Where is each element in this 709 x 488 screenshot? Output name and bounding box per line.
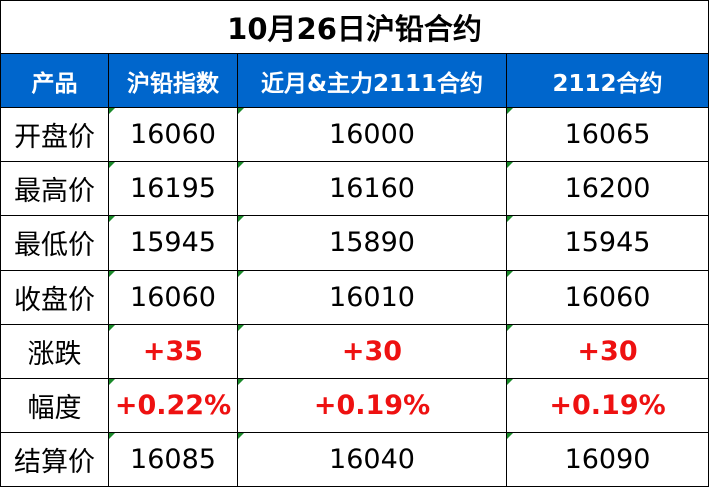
table-cell: +30 [237,323,507,379]
row-label: 结算价 [0,431,109,488]
row-label: 最低价 [0,215,109,271]
row-label: 幅度 [0,377,109,433]
header-2111-contract: 近月&主力2111合约 [237,53,507,109]
header-2112-contract: 2112合约 [505,53,709,109]
row-label: 开盘价 [0,107,109,163]
table-title: 10月26日沪铅合约 [0,0,709,55]
table-row: 最高价 16195 16160 16200 [0,161,709,217]
table-cell: 15945 [108,215,238,271]
table-cell: 16040 [237,431,507,488]
table-row: 收盘价 16060 16010 16060 [0,269,709,325]
table-cell: +0.19% [237,377,507,433]
header-product: 产品 [0,53,109,109]
table-cell: 16060 [108,107,238,163]
table-cell: +35 [108,323,238,379]
table-cell: 15890 [237,215,507,271]
table-cell: 16085 [108,431,238,488]
table-row: 开盘价 16060 16000 16065 [0,107,709,163]
table-cell: 16060 [108,269,238,325]
title-row: 10月26日沪铅合约 [0,0,709,55]
table-cell: +0.19% [505,377,709,433]
row-label: 涨跌 [0,323,109,379]
table-cell: 16010 [237,269,507,325]
table-cell: 16160 [237,161,507,217]
header-index: 沪铅指数 [108,53,238,109]
table-cell: +30 [505,323,709,379]
row-label: 收盘价 [0,269,109,325]
table-row: 涨跌 +35 +30 +30 [0,323,709,379]
table-cell: 16000 [237,107,507,163]
table-cell: 16195 [108,161,238,217]
table-cell: +0.22% [108,377,238,433]
row-label: 最高价 [0,161,109,217]
table-cell: 15945 [505,215,709,271]
table-body: 开盘价 16060 16000 16065 最高价 16195 16160 16200 最低价 1… [0,107,709,488]
table-cell: 16065 [505,107,709,163]
table-cell: 16090 [505,431,709,488]
table-row: 最低价 15945 15890 15945 [0,215,709,271]
table-row: 结算价 16085 16040 16090 [0,431,709,488]
table-cell: 16060 [505,269,709,325]
header-row: 产品 沪铅指数 近月&主力2111合约 2112合约 [0,53,709,109]
table-row: 幅度 +0.22% +0.19% +0.19% [0,377,709,433]
table-cell: 16200 [505,161,709,217]
